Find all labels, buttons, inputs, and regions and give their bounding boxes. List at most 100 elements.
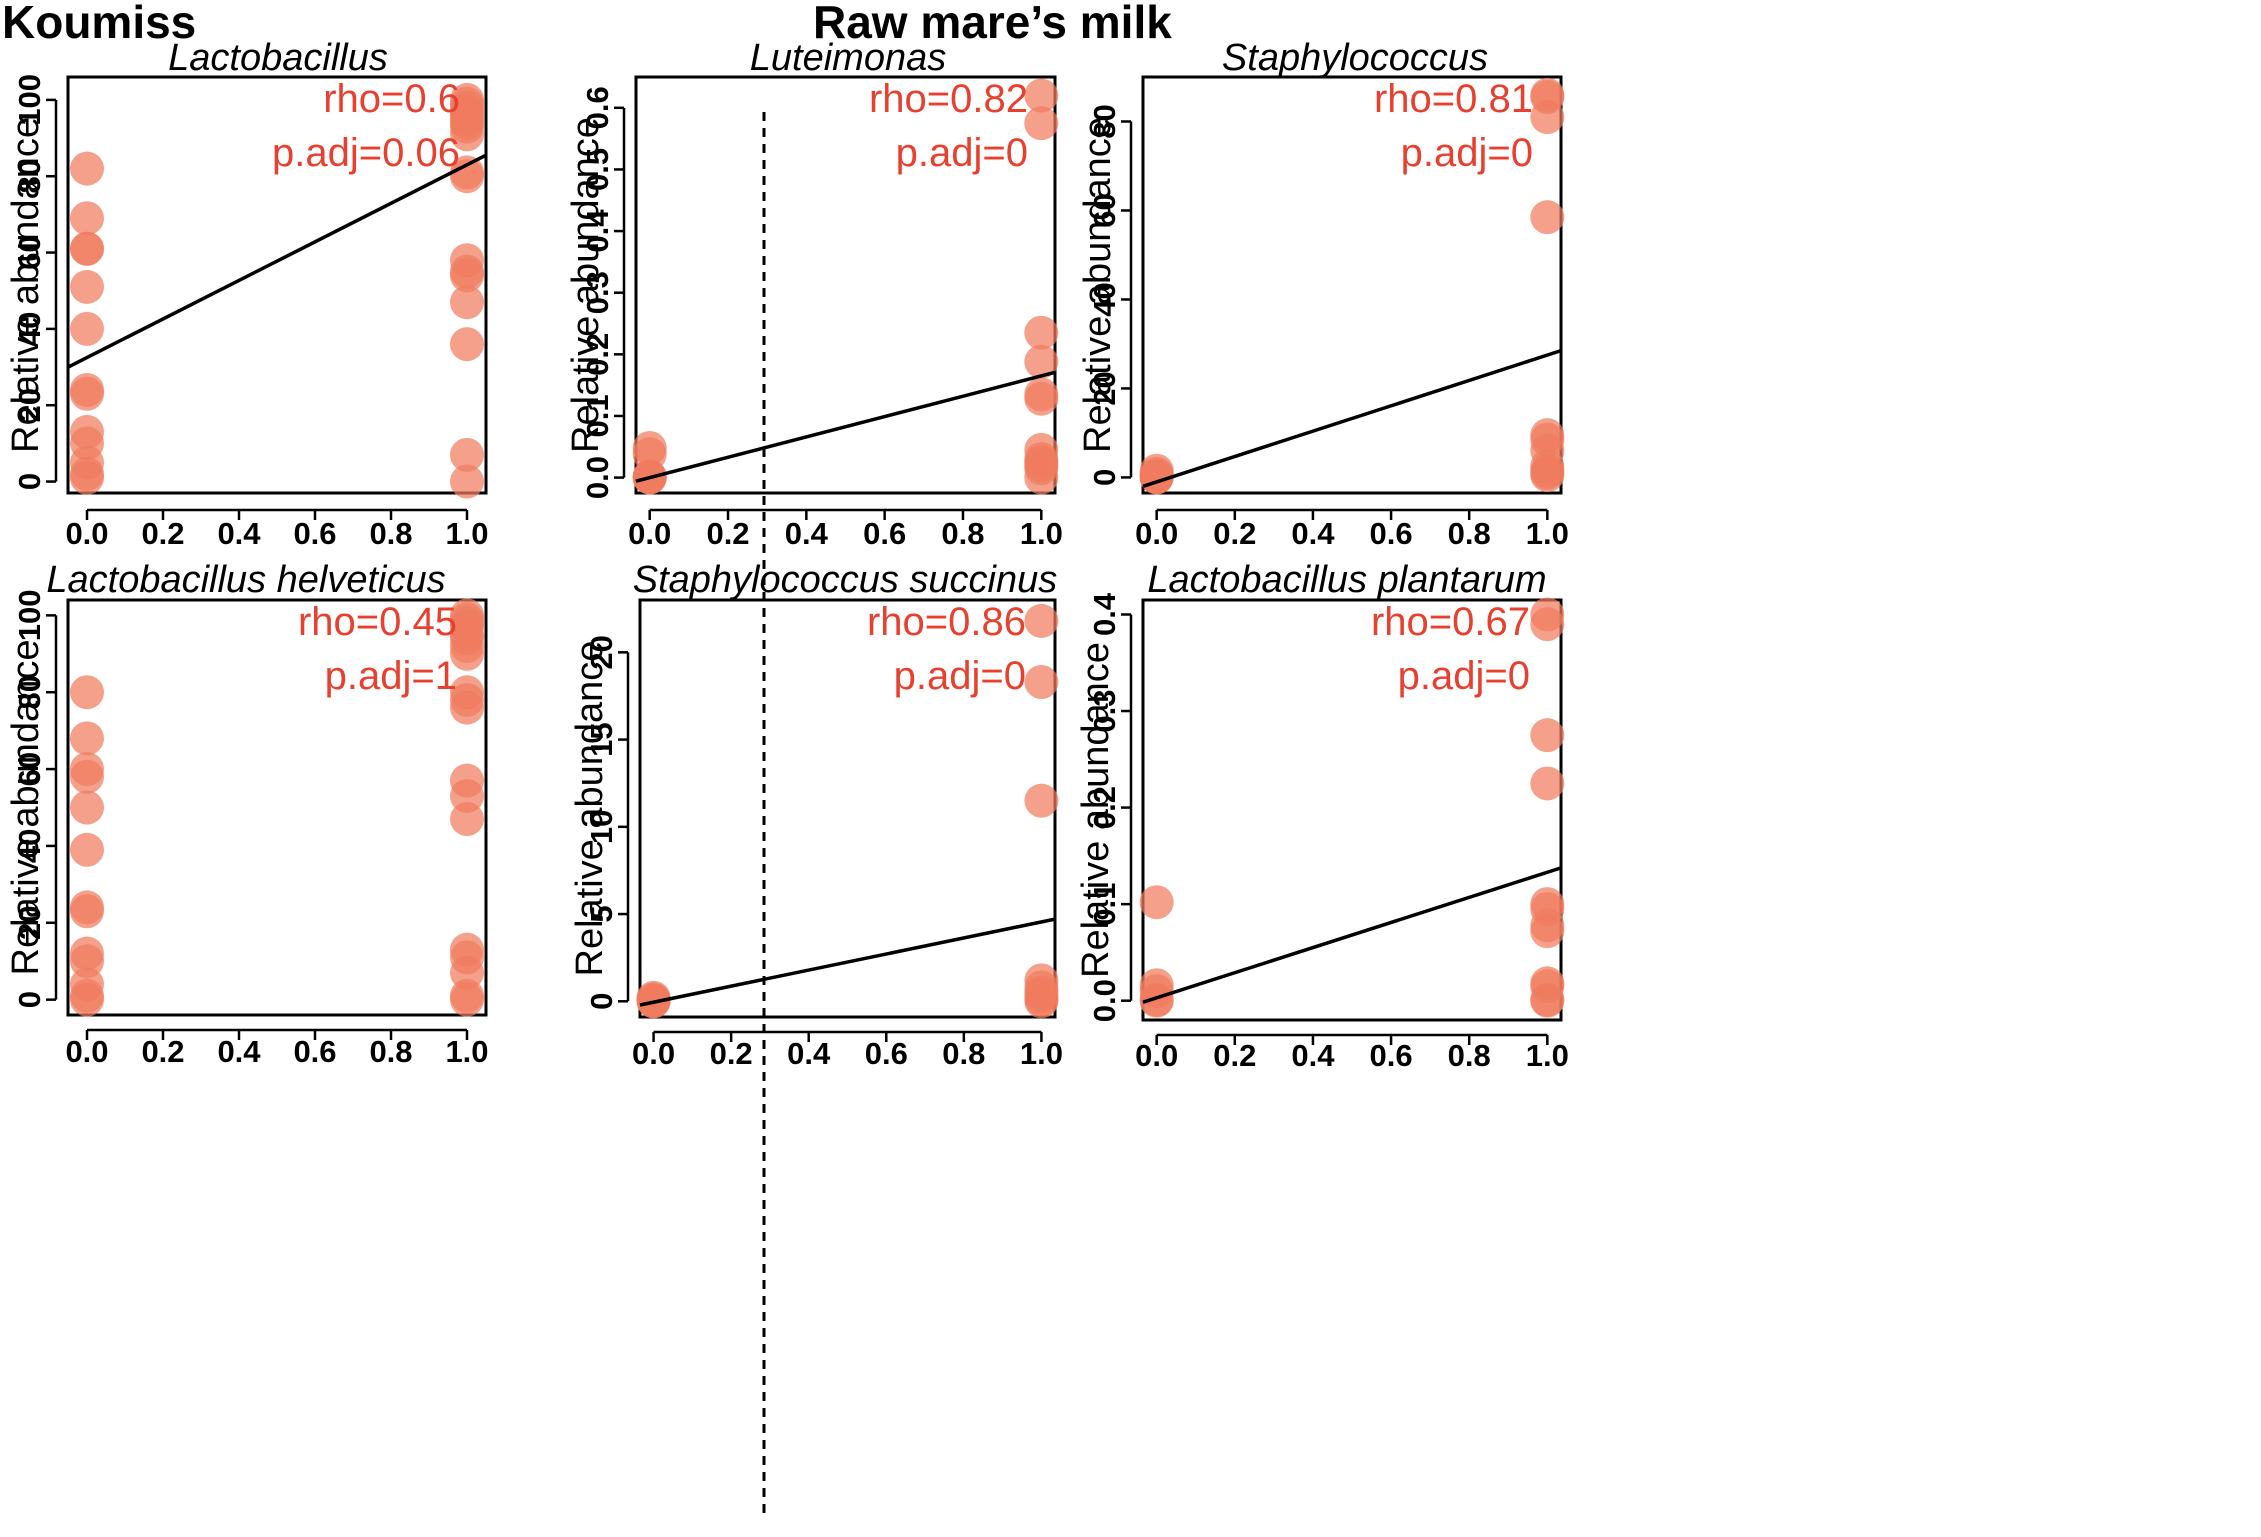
data-point — [1024, 783, 1059, 818]
rho-label: rho=0.82 — [869, 77, 1028, 121]
x-tick-label: 0.2 — [706, 516, 749, 551]
plot-frame — [66, 598, 488, 1017]
y-tick-label: 40 — [1087, 282, 1122, 316]
data-point — [70, 894, 104, 929]
y-tick-label: 20 — [12, 388, 47, 422]
data-point — [1024, 603, 1059, 638]
x-tick-label: 0.4 — [1291, 1038, 1335, 1073]
data-point — [450, 327, 484, 362]
data-point — [450, 636, 484, 671]
panel-staphylococcus-succinus: Staphylococcus succinus Relative abundanc… — [569, 559, 1063, 1071]
data-point — [1024, 381, 1059, 416]
data-point — [70, 675, 104, 710]
data-point — [1530, 718, 1565, 753]
panel-title: Staphylococcus — [1222, 37, 1488, 79]
data-point — [70, 721, 104, 756]
rho-label: rho=0.81 — [1374, 77, 1533, 121]
points — [1139, 597, 1565, 1018]
panels: Lactobacillus Relative abundance 0 20 40 60 80… — [5, 37, 1569, 1073]
data-point — [1024, 460, 1059, 495]
points — [632, 78, 1059, 495]
y-tick-label: 80 — [12, 159, 47, 193]
data-point — [450, 258, 484, 293]
x-tick-label: 0.4 — [787, 1036, 831, 1071]
y-tick-label: 0 — [12, 473, 47, 490]
data-point — [70, 982, 104, 1017]
y-tick-label: 20 — [1087, 371, 1122, 405]
data-point — [1530, 100, 1565, 135]
data-point — [1024, 78, 1059, 113]
x-tick-label: 1.0 — [1020, 1036, 1063, 1071]
data-point — [70, 231, 104, 266]
data-point — [1024, 984, 1059, 1019]
y-tick-label: 80 — [12, 675, 47, 709]
x-tick-label: 0.4 — [217, 1034, 261, 1069]
raw-mares-milk-group-label: Raw mare’s milk — [813, 0, 1172, 48]
data-point — [70, 151, 104, 186]
y-tick-label: 100 — [12, 74, 47, 126]
data-point — [70, 759, 104, 794]
y-tick-label: 0.5 — [580, 148, 615, 191]
y-tick-label: 0.2 — [580, 333, 615, 376]
x-tick-label: 0.2 — [710, 1036, 753, 1071]
x-tick-label: 0.4 — [217, 516, 261, 551]
rho-label: rho=0.86 — [867, 600, 1026, 644]
y-tick-label: 15 — [584, 722, 619, 756]
data-point — [450, 285, 484, 320]
panel-title: Luteimonas — [750, 37, 946, 79]
rho-label: rho=0.6 — [323, 77, 460, 121]
y-tick-label: 0 — [1087, 469, 1122, 486]
x-tick-label: 0.0 — [628, 516, 671, 551]
p-adj-label: p.adj=0.06 — [272, 131, 460, 175]
y-tick-label: 60 — [12, 235, 47, 269]
y-tick-label: 0.3 — [1087, 689, 1122, 732]
panel-lactobacillus-plantarum: Lactobacillus plantarum Relative abundanc… — [1075, 559, 1569, 1073]
data-point — [1024, 344, 1059, 379]
y-tick-label: 0.1 — [580, 394, 615, 437]
x-tick-label: 0.6 — [293, 516, 336, 551]
data-point — [70, 201, 104, 236]
data-point — [1139, 885, 1174, 920]
data-point — [450, 802, 484, 837]
p-adj-label: p.adj=0 — [896, 131, 1028, 175]
y-axis-label: Relative abundance — [565, 117, 607, 453]
x-tick-label: 1.0 — [1526, 516, 1569, 551]
x-tick-label: 0.0 — [65, 1034, 108, 1069]
data-point — [1139, 983, 1174, 1018]
panel-title: Staphylococcus succinus — [633, 559, 1058, 601]
panel-staphylococcus: Staphylococcus Relative abundance 0 20 40 60 8… — [1077, 37, 1569, 551]
regression-line — [67, 153, 487, 369]
p-adj-label: p.adj=0 — [894, 654, 1026, 698]
panel-lactobacillus: Lactobacillus Relative abundance 0 20 40 60 80… — [5, 37, 489, 551]
panel-title: Lactobacillus plantarum — [1147, 559, 1546, 601]
data-point — [70, 269, 104, 304]
x-tick-label: 0.8 — [369, 516, 412, 551]
data-point — [1530, 200, 1565, 235]
regression-line — [639, 917, 1056, 1007]
data-point — [70, 376, 104, 411]
data-point — [1024, 106, 1059, 141]
data-point — [70, 790, 104, 825]
points — [70, 598, 484, 1017]
data-point — [1024, 315, 1059, 350]
x-tick-label: 0.6 — [1370, 516, 1413, 551]
y-axis-label: Relative abundance — [5, 117, 47, 453]
y-tick-label: 100 — [12, 590, 47, 642]
y-tick-label: 40 — [12, 829, 47, 863]
y-tick-label: 0.4 — [1087, 592, 1122, 636]
data-point — [1530, 458, 1565, 493]
x-tick-label: 1.0 — [1526, 1038, 1569, 1073]
plot-frame — [1141, 598, 1563, 1022]
regression-line — [1142, 348, 1562, 488]
x-tick-label: 0.8 — [941, 516, 984, 551]
x-tick-label: 1.0 — [1020, 516, 1063, 551]
x-tick-label: 0.6 — [1370, 1038, 1413, 1073]
y-tick-label: 0.2 — [1087, 786, 1122, 829]
y-tick-label: 20 — [584, 635, 619, 669]
regression-line — [1142, 866, 1562, 1004]
y-tick-label: 20 — [12, 906, 47, 940]
y-axis-label: Relative abundance — [1077, 117, 1119, 453]
y-axis-label: Relative abundance — [5, 640, 47, 976]
x-tick-label: 0.8 — [369, 1034, 412, 1069]
